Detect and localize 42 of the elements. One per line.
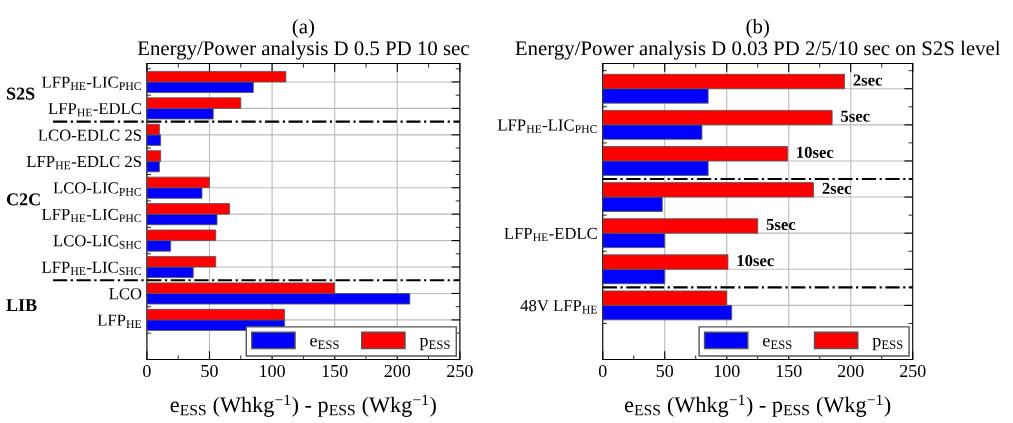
x-tick-label: 50 (201, 364, 218, 378)
x-tick-label: 200 (837, 364, 864, 378)
y-tick-label: LFP$_{HE}$-LIC$_{PHC}$ (497, 119, 597, 133)
legend-label: e$_{ESS}$ (763, 337, 792, 349)
text: e$_{ESS}$ (Whkg$^{−1}$) - p$_{ESS}$ (Wkg$^{−1}$) (170, 394, 436, 417)
x-tick-label: 150 (322, 364, 348, 378)
text: e$_{ESS}$ (Whkg$^{−1}$) - p$_{ESS}$ (Wkg$^{−1}$) (624, 394, 891, 417)
legend-label: p$_{ESS}$ (872, 337, 903, 351)
y-tick-label: LFP$_{HE}$-EDLC (48, 103, 141, 117)
text: S2S (6, 87, 35, 100)
x-tick-label: 250 (899, 364, 926, 378)
x-tick-label: 200 (384, 364, 411, 378)
chart-title: (a) Energy/Power analysis D 0.5 PD 10 sec (137, 18, 469, 60)
x-tick-label: 250 (447, 364, 473, 378)
x-tick-label: 50 (656, 364, 674, 378)
y-tick-label: LCO-EDLC 2S (38, 129, 141, 141)
y-tick-label: LFP$_{HE}$-EDLC 2S (26, 155, 141, 170)
y-tick-label: LCO-LIC$_{PHC}$ (53, 182, 141, 196)
y-tick-label: 48V LFP$_{HE}$ (520, 300, 597, 314)
chart-title: (b) Energy/Power analysis D 0.03 PD 2/5/10 sec on S2S level (515, 18, 1001, 60)
text: LIB (6, 299, 37, 312)
annotation: 5sec (841, 110, 870, 122)
y-tick-label: LCO (109, 288, 142, 300)
y-tick-label: LFP$_{HE}$-LIC$_{SHC}$ (42, 261, 141, 276)
legend-label: e$_{ESS}$ (310, 337, 339, 349)
x-tick-label: 100 (260, 364, 285, 378)
y-tick-label: LFP$_{HE}$-LIC$_{PHC}$ (42, 76, 141, 91)
y-tick-label: LFP$_{HE}$-LIC$_{PHC}$ (42, 208, 141, 223)
y-tick-label: LFP$_{HE}$ (97, 314, 142, 328)
text: C2C (6, 193, 40, 206)
legend-label: p$_{ESS}$ (419, 337, 450, 351)
x-tick-label: 0 (598, 364, 607, 378)
x-tick-label: 100 (714, 364, 740, 378)
annotation: 10sec (797, 146, 834, 158)
annotation: 2sec (853, 74, 883, 86)
annotation: 2sec (822, 182, 852, 195)
x-tick-label: 150 (776, 364, 802, 378)
y-tick-label: LCO-LIC$_{SHC}$ (53, 235, 141, 249)
y-tick-label: LFP$_{HE}$-EDLC (504, 227, 597, 242)
x-tick-label: 0 (143, 364, 151, 378)
annotation: 5sec (766, 219, 796, 231)
annotation: 10sec (737, 254, 774, 267)
